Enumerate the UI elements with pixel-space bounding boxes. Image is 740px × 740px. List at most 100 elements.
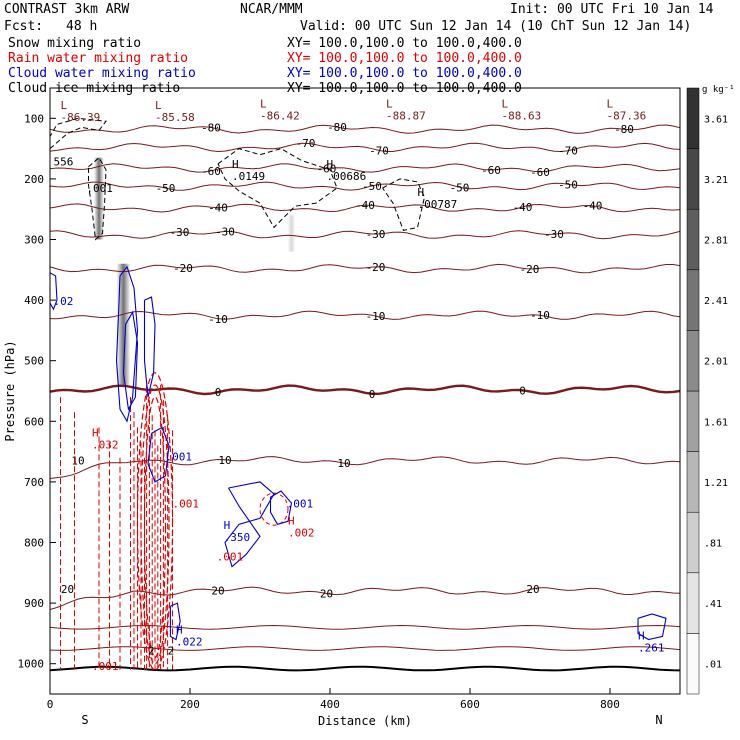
isotherm-label: 0 (215, 386, 222, 399)
isotherm-label: -40 (583, 200, 603, 213)
isotherm-label: -30 (170, 226, 190, 239)
extrema-kind-label: H (638, 629, 645, 642)
extrema-kind-label: L (386, 97, 393, 110)
south-end-label: S (81, 713, 88, 727)
colorbar-level-label: 2.81 (704, 236, 728, 247)
colorbar-level-label: 1.21 (704, 478, 728, 489)
colorbar-swatch (686, 511, 700, 574)
isotherm-label: -60 (201, 165, 221, 178)
colorbar-level-label: 1.61 (704, 417, 728, 428)
contour-value-label: 2 (168, 645, 175, 658)
extrema-kind-label: H (232, 158, 239, 171)
cloud-water-contour (637, 613, 667, 641)
extrema-value-label: .261 (638, 641, 665, 654)
isotherm-line (49, 310, 681, 320)
colorbar-swatch (686, 208, 700, 271)
colorbar-level-label: .81 (704, 539, 722, 550)
isotherm-label: -20 (173, 262, 193, 275)
cloud-ice-contour (217, 148, 338, 229)
isotherm-label: -60 (481, 164, 501, 177)
colorbar-swatch (686, 87, 700, 149)
rain-contour (143, 396, 167, 659)
y-tick-label: 300 (24, 234, 44, 247)
rain-contour (259, 492, 289, 526)
isotherm-label: -60 (317, 163, 337, 176)
contour-labels: L-86.39L-85.58L-86.42L-88.87L-88.63L-87.… (54, 97, 665, 672)
extrema-kind-label: L (61, 99, 68, 112)
colorbar-swatch (686, 330, 700, 392)
contour-value-label: .001 (86, 182, 113, 195)
plot-frame (49, 87, 681, 695)
x-axis-title: Distance (km) (318, 714, 412, 728)
isotherm-label: -40 (355, 199, 375, 212)
contour-value-label: .001 (92, 660, 119, 673)
isotherm-label: -60 (530, 166, 550, 179)
field-snow-xy: XY= 100.0,100.0 to 100.0,400.0 (287, 36, 522, 51)
isotherm-label: 20 (61, 583, 74, 596)
cloud-ice-contour (49, 117, 107, 149)
isotherm-label: 20 (526, 583, 539, 596)
x-tick-label: 800 (600, 698, 620, 711)
cloud-water-contour (122, 310, 139, 411)
isotherm-label: 20 (211, 585, 224, 598)
extrema-kind-label: L (607, 97, 614, 110)
extrema-value-label: -87.36 (607, 109, 647, 122)
isotherm-label: 0 (519, 384, 526, 397)
isotherm-label: -80 (614, 123, 634, 136)
snow-column (94, 157, 104, 240)
isotherm-label: -50 (450, 181, 470, 194)
isotherm-label: 10 (337, 457, 350, 470)
rain-contour (136, 372, 174, 671)
colorbar-swatch (686, 390, 700, 452)
cloud-water-contour (169, 602, 181, 641)
cloud-ice-contour (382, 178, 426, 231)
isotherm-label: -30 (544, 228, 564, 241)
extrema-value-label: -86.42 (260, 109, 300, 122)
field-cloudwater-name: Cloud water mixing ratio (8, 66, 196, 81)
extrema-kind-label: L (260, 97, 267, 110)
org-label: NCAR/MMM (240, 2, 303, 17)
north-end-label: N (655, 713, 662, 727)
x-tick-label: 400 (320, 698, 340, 711)
y-tick-label: 400 (24, 294, 44, 307)
cloud-water-contour (147, 426, 170, 483)
isotherm-line (49, 203, 681, 213)
extrema-kind-label: H (327, 158, 334, 171)
fcst-value: 48 h (66, 19, 98, 34)
isotherm-label: -80 (201, 121, 221, 134)
field-snow-name: Snow mixing ratio (8, 36, 142, 51)
cloud-ice-contours (49, 117, 426, 241)
extrema-kind-label: H (92, 426, 99, 439)
extrema-kind-label: H (176, 623, 183, 636)
colorbar-level-label: .01 (704, 660, 722, 671)
cloud-water-contour (224, 481, 275, 568)
extrema-kind-label: H (418, 186, 425, 199)
rain-contour (140, 384, 170, 665)
snow-column (116, 263, 131, 385)
extrema-value-label: .00787 (418, 198, 458, 211)
isotherm-line (49, 230, 681, 240)
contour-value-label: .02 (54, 295, 74, 308)
extrema-value-label: -88.63 (502, 109, 542, 122)
isotherm-label: -20 (366, 261, 386, 274)
isotherm-label: -70 (369, 144, 389, 157)
snow-column (287, 215, 296, 252)
valid-time: Valid: 00 UTC Sun 12 Jan 14 (10 ChT Sun … (300, 19, 692, 34)
colorbar: .01 .41 .81 1.21 1.61 2.01 2.41 2.81 3.21 3.61 g k… (686, 85, 735, 695)
extrema-value-label: .350 (224, 531, 251, 544)
isotherm-line (49, 163, 681, 173)
fcst-label: Fcst: (4, 19, 44, 34)
colorbar-level-label: 3.61 (704, 114, 728, 125)
extrema-kind-label: L (155, 99, 162, 112)
field-rain-name: Rain water mixing ratio (8, 51, 189, 66)
isotherm-label: -50 (156, 182, 176, 195)
isotherm-line (49, 124, 681, 134)
isotherm-line (49, 384, 681, 396)
extrema-kind-label: H (288, 514, 295, 527)
extrema-kind-label: L (502, 97, 509, 110)
isotherm-label: 10 (218, 454, 231, 467)
colorbar-swatch (686, 148, 700, 210)
isotherm-label: -30 (366, 228, 386, 241)
